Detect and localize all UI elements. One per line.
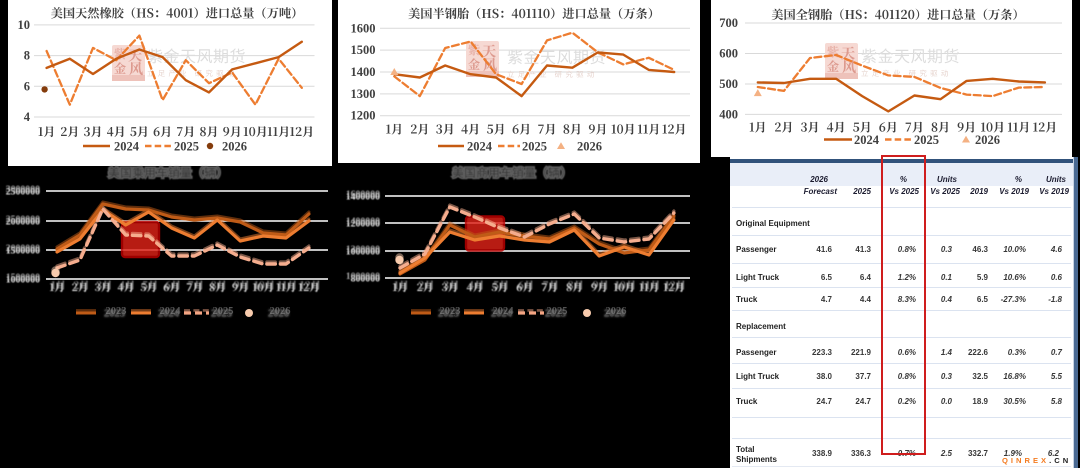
svg-text:2500000: 2500000 [6,214,40,225]
svg-text:2024: 2024 [493,306,515,317]
svg-text:2025: 2025 [211,309,232,320]
svg-text:1000000: 1000000 [6,275,40,286]
svg-text:1000000: 1000000 [346,247,380,258]
svg-text:2000000: 2000000 [6,243,40,254]
svg-text:1400: 1400 [351,65,376,79]
svg-text:1400000: 1400000 [346,192,380,203]
svg-text:2024: 2024 [158,309,180,320]
svg-text:2023: 2023 [104,309,125,320]
svg-text:1500: 1500 [351,43,376,57]
svg-text:2023: 2023 [440,306,461,317]
svg-text:2023: 2023 [438,309,459,320]
svg-text:1500000: 1500000 [6,272,40,283]
svg-text:2026: 2026 [975,133,1000,147]
svg-text:2025: 2025 [545,309,566,320]
svg-text:2024: 2024 [491,309,513,320]
svg-text:800000: 800000 [351,274,380,285]
svg-text:2026: 2026 [222,140,247,154]
svg-text:2025: 2025 [914,133,939,147]
svg-text:3000000: 3000000 [6,184,40,195]
svg-text:10: 10 [18,18,31,32]
svg-text:500: 500 [719,77,738,91]
svg-text:2026: 2026 [606,306,627,317]
svg-text:4: 4 [24,110,31,124]
svg-text:2024: 2024 [114,140,140,154]
svg-text:1300: 1300 [351,87,376,101]
svg-text:2025: 2025 [213,306,234,317]
svg-text:1400000: 1400000 [346,216,380,227]
svg-text:1200: 1200 [351,109,376,123]
svg-text:2025: 2025 [174,140,199,154]
svg-text:8: 8 [24,49,30,63]
svg-text:2026: 2026 [604,309,625,320]
svg-text:1200000: 1200000 [346,244,380,255]
svg-text:1200000: 1200000 [346,219,380,230]
svg-text:2024: 2024 [467,140,493,154]
svg-text:1500000: 1500000 [6,246,40,257]
svg-text:1600: 1600 [351,21,376,35]
svg-text:2025: 2025 [547,306,568,317]
svg-text:6: 6 [24,79,30,93]
svg-text:2026: 2026 [268,309,289,320]
svg-text:1000000: 1000000 [346,271,380,282]
svg-text:2026: 2026 [577,140,602,154]
svg-text:2026: 2026 [270,306,291,317]
svg-text:2025: 2025 [522,140,547,154]
svg-text:2500000: 2500000 [6,187,40,198]
svg-text:2024: 2024 [854,133,880,147]
svg-text:2023: 2023 [106,306,127,317]
svg-text:2024: 2024 [160,306,182,317]
svg-text:2000000: 2000000 [6,217,40,228]
svg-text:700: 700 [719,16,738,30]
svg-text:400: 400 [719,107,738,121]
svg-text:600: 600 [719,47,738,61]
svg-text:1600000: 1600000 [346,189,380,200]
